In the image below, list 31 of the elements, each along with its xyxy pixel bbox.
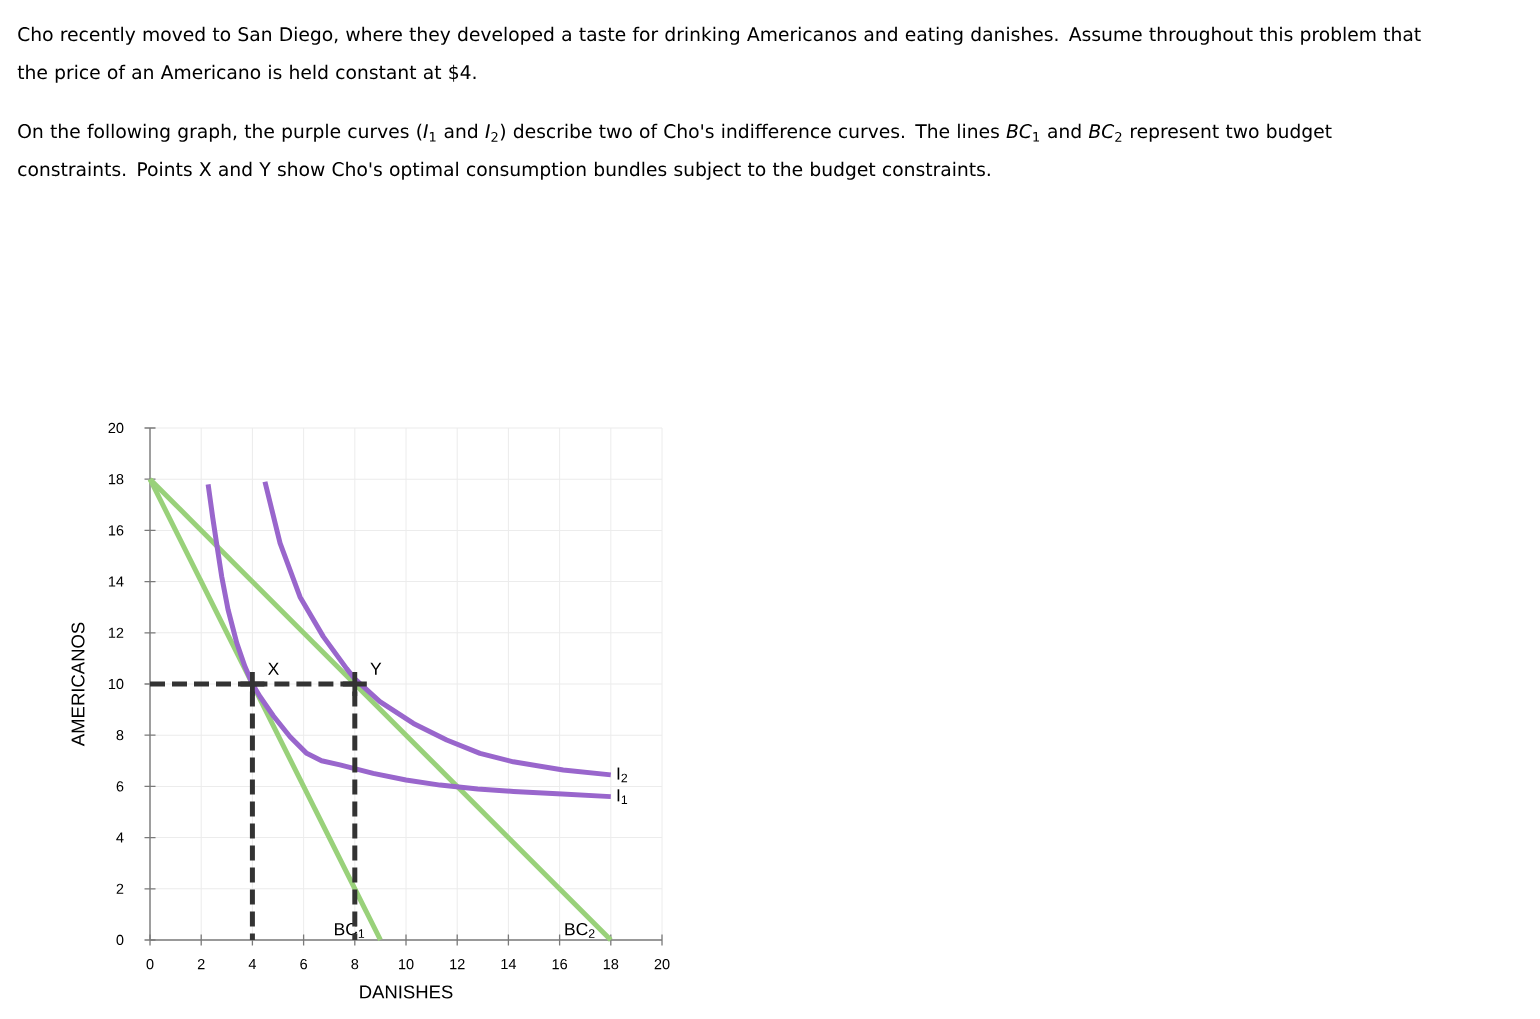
series-label: Y	[370, 662, 382, 675]
x-tick-label: 2	[197, 959, 205, 970]
x-tick-label: 10	[399, 959, 414, 970]
text: On the following graph, the purple curves (I$_{1}$ and I$_{2}$) describe two of Cho's indifference curves. The lines BC$_{1}$ and BC$_{2}$ represent two budget constraints. Points X and Y show Cho's optimal consumption bundles subject to the budget constraints.	[18, 123, 1332, 180]
series-label: I$_{2}$	[617, 767, 628, 783]
x-tick-label: 16	[552, 959, 568, 970]
y-tick-label: 12	[108, 627, 124, 638]
y-tick-label: 20	[108, 422, 124, 434]
y-tick-label: 0	[116, 934, 124, 946]
x-tick-label: 8	[351, 959, 359, 970]
y-tick-label: 16	[108, 525, 124, 536]
series-label: I$_{1}$	[617, 789, 628, 804]
x-tick-label: 0	[146, 959, 154, 970]
text: Cho recently moved to San Diego, where they developed a taste for drinking Americanos and eating danishes. Assume throughout this problem that the price of an Americano is held constant at $4.	[17, 26, 1421, 83]
x-tick-label: 14	[501, 959, 517, 969]
y-tick-label: 2	[116, 883, 124, 894]
x-tick-label: 6	[300, 959, 308, 970]
x-tick-label: 18	[603, 959, 619, 970]
y-tick-label: 10	[108, 678, 124, 690]
y-tick-label: 14	[108, 576, 124, 587]
series-label: X	[268, 662, 279, 675]
y-tick-label: 8	[116, 730, 124, 741]
y-axis-title: AMERICANOS	[71, 622, 85, 747]
x-axis-title: DANISHES	[360, 985, 453, 999]
x-tick-label: 4	[248, 959, 257, 969]
y-tick-label: 6	[116, 781, 124, 792]
y-tick-label: 18	[108, 474, 124, 485]
y-tick-label: 4	[116, 832, 124, 843]
x-tick-label: 20	[654, 959, 670, 970]
x-tick-label: 12	[450, 959, 465, 970]
series-label: BC$_{2}$	[565, 922, 595, 938]
